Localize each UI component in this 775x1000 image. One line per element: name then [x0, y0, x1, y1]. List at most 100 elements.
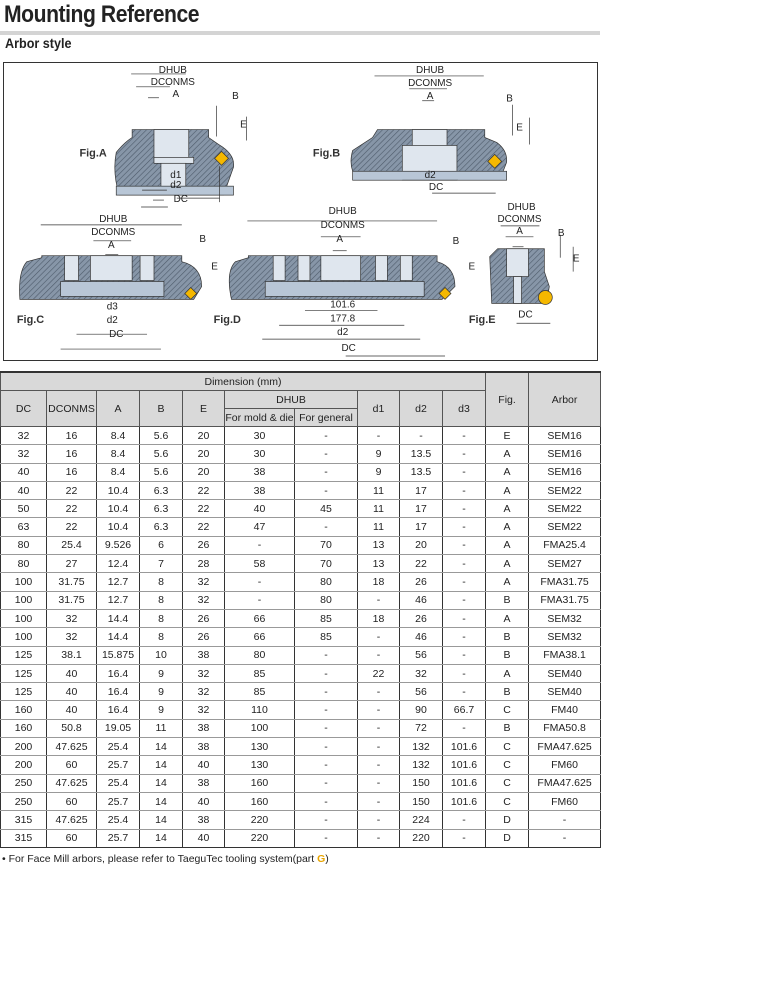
table-cell: -	[294, 810, 358, 830]
table-cell: SEM27	[528, 554, 602, 574]
table-cell: 32	[46, 609, 97, 629]
table-cell: 85	[224, 664, 295, 684]
table-cell: -	[441, 829, 487, 848]
figure-b	[350, 75, 530, 194]
table-cell: 47	[224, 517, 295, 537]
table-cell: 224	[399, 810, 443, 830]
dim-label: d2	[425, 170, 437, 181]
table-cell: 100	[0, 609, 47, 629]
table-cell: B	[485, 591, 530, 610]
table-cell: A	[485, 463, 530, 482]
table-row: 100 32 14.4 8 26 66 85-46- B SEM32	[0, 627, 602, 647]
table-cell: 17	[399, 499, 443, 519]
dimension-table: Dimension (mm) Fig. Arbor DC DCONMS A B E …	[0, 371, 602, 848]
dim-label: DCONMS	[408, 78, 452, 89]
table-cell: A	[485, 444, 530, 464]
col-d1: d1	[357, 390, 400, 427]
table-cell: D	[485, 810, 530, 830]
table-cell: 19.05	[96, 719, 140, 739]
table-cell: -	[294, 682, 358, 702]
table-cell: B	[485, 627, 530, 647]
table-cell: 25.7	[96, 829, 140, 848]
table-cell: 47.625	[46, 810, 97, 830]
table-cell: A	[485, 554, 530, 574]
table-cell: 16.4	[96, 700, 140, 720]
fig-e-label: Fig.E	[469, 314, 496, 326]
table-cell: 100	[224, 719, 295, 739]
table-cell: 47.625	[46, 774, 97, 793]
table-cell: A	[485, 517, 530, 537]
table-cell: D	[485, 829, 530, 848]
table-cell: 45	[294, 499, 358, 519]
table-cell: -	[294, 700, 358, 720]
table-cell: 38	[182, 719, 225, 739]
table-cell: -	[294, 774, 358, 793]
table-row: 160 40 16.4 9 32 110- -90 66.7 C FM40	[0, 700, 602, 720]
table-row: 32 16 8.4 5.6 20 30- - - - E SEM16	[0, 426, 602, 446]
table-cell: -	[399, 426, 443, 446]
dim-label: A	[516, 226, 523, 237]
dim-label: DHUB	[159, 65, 187, 76]
table-cell: -	[294, 517, 358, 537]
table-cell: 14.4	[96, 609, 140, 629]
table-cell: 70	[294, 536, 358, 556]
table-cell: 25.7	[96, 792, 140, 812]
table-cell: 101.6	[441, 755, 487, 775]
col-dc: DC	[0, 390, 47, 427]
table-cell: 60	[46, 829, 97, 848]
part-g-link[interactable]: G	[317, 853, 326, 865]
table-cell: 125	[0, 664, 47, 684]
table-cell: 46	[399, 627, 443, 647]
table-cell: 14.4	[96, 627, 140, 647]
table-cell: A	[485, 481, 530, 501]
table-cell: 100	[0, 572, 47, 592]
table-cell: 80	[294, 572, 358, 592]
table-cell: 101.6	[441, 774, 487, 793]
page-title: Mounting Reference	[4, 1, 200, 28]
table-cell: 11	[357, 481, 400, 501]
table-cell: 80	[0, 554, 47, 574]
table-cell: 101.6	[441, 737, 487, 757]
table-cell: -	[294, 829, 358, 848]
table-cell: 22	[46, 517, 97, 537]
table-cell: 11	[139, 719, 183, 739]
table-cell: 8	[139, 572, 183, 592]
table-cell: FMA50.8	[528, 719, 602, 739]
table-cell: -	[294, 463, 358, 482]
table-cell: 100	[0, 627, 47, 647]
dim-label: B	[453, 236, 460, 247]
table-cell: 38	[224, 463, 295, 482]
footnote: • For Face Mill arbors, please refer to …	[2, 853, 329, 865]
table-cell: 60	[46, 792, 97, 812]
table-cell: 50.8	[46, 719, 97, 739]
dim-label: DC	[174, 194, 188, 205]
table-cell: 150	[399, 792, 443, 812]
insert-icon	[538, 290, 553, 305]
dim-label: E	[469, 262, 476, 273]
table-cell: -	[441, 682, 487, 702]
table-cell: -	[294, 646, 358, 665]
table-cell: 8	[139, 591, 183, 610]
table-row: 40 22 10.4 6.3 22 38-11 17- A SEM22	[0, 481, 602, 501]
table-cell: 8.4	[96, 426, 140, 446]
table-row: 40 16 8.4 5.6 20 38-9 13.5- A SEM16	[0, 463, 602, 482]
table-cell: SEM16	[528, 426, 602, 446]
table-cell: 80	[0, 536, 47, 556]
table-cell: -	[441, 719, 487, 739]
table-cell: 60	[46, 755, 97, 775]
dim-label: 177.8	[330, 313, 355, 324]
table-cell: -	[357, 682, 400, 702]
table-cell: FMA31.75	[528, 591, 602, 610]
table-cell: 38	[182, 737, 225, 757]
table-cell: -	[357, 829, 400, 848]
table-cell: 17	[399, 481, 443, 501]
table-cell: 8.4	[96, 463, 140, 482]
table-cell: 12.7	[96, 572, 140, 592]
table-row: 160 50.8 19.05 11 38 100- -72- B FMA50.8	[0, 719, 602, 739]
dim-label: DCONMS	[151, 77, 195, 88]
table-cell: 80	[224, 646, 295, 665]
col-fig: Fig.	[485, 371, 530, 427]
table-cell: 125	[0, 646, 47, 665]
dim-label: d2	[107, 315, 119, 326]
table-cell: C	[485, 755, 530, 775]
